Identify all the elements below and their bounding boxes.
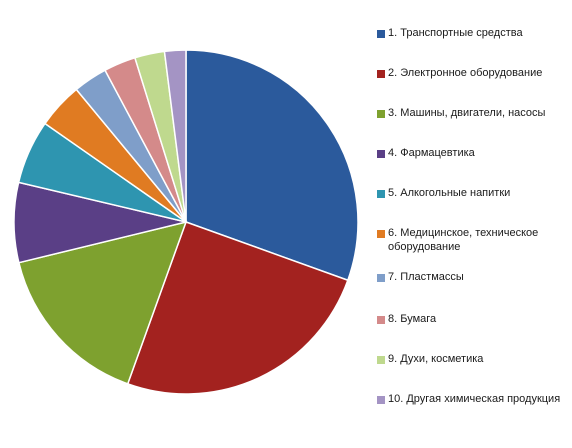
pie-slice xyxy=(185,49,359,282)
legend-swatch xyxy=(377,110,385,118)
legend-label: 8. Бумага xyxy=(388,313,437,325)
pie-slice xyxy=(163,49,187,223)
legend-item: 7. Пластмассы xyxy=(377,270,567,284)
legend-label: 1. Транспортные средства xyxy=(388,27,523,39)
pie-slice xyxy=(126,221,349,395)
legend-swatch xyxy=(377,230,385,238)
legend-item: 4. Фармацевтика xyxy=(377,146,567,160)
legend-label: 4. Фармацевтика xyxy=(388,147,475,159)
legend-swatch xyxy=(377,274,385,282)
legend-label: 2. Электронное оборудование xyxy=(388,67,543,79)
legend-swatch xyxy=(377,356,385,364)
legend-swatch xyxy=(377,396,385,404)
legend-label: 10. Другая химическая продукция xyxy=(388,393,561,405)
legend-swatch xyxy=(377,150,385,158)
legend-item: 5. Алкогольные напитки xyxy=(377,186,567,200)
legend-swatch xyxy=(377,190,385,198)
pie-slice xyxy=(18,221,187,385)
legend-label: 7. Пластмассы xyxy=(388,271,464,283)
legend-label: 9. Духи, косметика xyxy=(388,353,484,365)
legend-item: 2. Электронное оборудование xyxy=(377,66,567,80)
legend-item: 3. Машины, двигатели, насосы xyxy=(377,106,567,120)
legend-item: 9. Духи, косметика xyxy=(377,352,567,366)
legend-swatch xyxy=(377,316,385,324)
legend-swatch xyxy=(377,30,385,38)
pie-plot-area xyxy=(13,49,359,395)
legend-item: 10. Другая химическая продукция xyxy=(377,392,567,406)
legend-item: 1. Транспортные средства xyxy=(377,26,567,40)
legend-item: 8. Бумага xyxy=(377,312,567,326)
legend-label: 5. Алкогольные напитки xyxy=(388,187,511,199)
legend-label: 3. Машины, двигатели, насосы xyxy=(388,107,546,119)
legend-label: 6. Медицинское, техническое оборудование xyxy=(388,227,539,253)
legend-item: 6. Медицинское, техническое оборудование xyxy=(377,226,567,254)
legend-swatch xyxy=(377,70,385,78)
